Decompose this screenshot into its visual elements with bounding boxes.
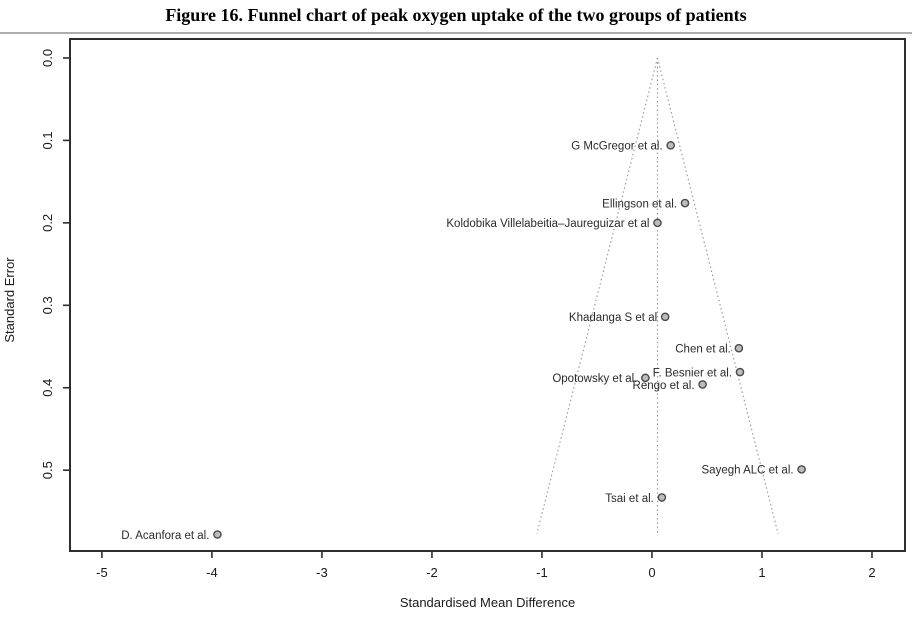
y-axis-tick-label: 0.2 xyxy=(40,214,55,232)
x-axis-tick-label: -5 xyxy=(96,565,108,580)
x-axis-tick-label: 1 xyxy=(758,565,765,580)
y-axis-tick-label: 0.4 xyxy=(40,379,55,397)
study-point xyxy=(213,530,222,539)
x-axis-tick-label: 0 xyxy=(648,565,655,580)
title-divider-rule xyxy=(0,32,912,34)
study-label: Khadanga S et al xyxy=(569,312,657,324)
study-point xyxy=(734,343,744,353)
study-label: Opotowsky et al. xyxy=(552,373,637,385)
x-axis-tick-label: -3 xyxy=(316,565,328,580)
study-label: Koldobika Villelabeitia–Jaureguizar et a… xyxy=(446,218,649,230)
study-point xyxy=(653,218,662,228)
plot-border-box xyxy=(69,38,906,552)
study-point xyxy=(735,367,745,377)
study-label: D. Acanfora et al. xyxy=(121,530,209,542)
study-label: Chen et al. xyxy=(675,344,731,356)
study-point xyxy=(797,465,806,474)
study-label: Ellingson et al. xyxy=(602,198,677,210)
x-axis-tick-label: -4 xyxy=(206,565,218,580)
study-point xyxy=(657,493,667,502)
x-axis-tick-label: 2 xyxy=(868,565,875,580)
x-axis-tick-label: -1 xyxy=(536,565,548,580)
study-label: F. Besnier et al. xyxy=(653,367,732,379)
y-axis-title: Standard Error xyxy=(2,257,17,343)
study-label: Rengo et al. xyxy=(633,380,695,392)
y-axis-tick-label: 0.5 xyxy=(40,461,55,479)
study-point xyxy=(680,198,690,208)
y-axis-tick-label: 0.3 xyxy=(40,296,55,314)
funnel-left-line xyxy=(536,57,659,534)
funnel-right-line xyxy=(656,57,779,534)
study-label: Tsai et al. xyxy=(605,493,654,505)
study-label: Sayegh ALC et al. xyxy=(702,465,794,477)
study-label: G McGregor et al. xyxy=(571,141,662,153)
study-point xyxy=(641,373,650,383)
study-point xyxy=(660,312,670,322)
study-point xyxy=(698,380,707,389)
x-axis-title: Standardised Mean Difference xyxy=(400,595,575,610)
y-axis-tick-label: 0.0 xyxy=(40,49,55,67)
x-axis-tick-label: -2 xyxy=(426,565,438,580)
y-axis-tick-label: 0.1 xyxy=(40,131,55,149)
study-point xyxy=(666,141,675,150)
figure-title: Figure 16. Funnel chart of peak oxygen u… xyxy=(165,5,747,25)
